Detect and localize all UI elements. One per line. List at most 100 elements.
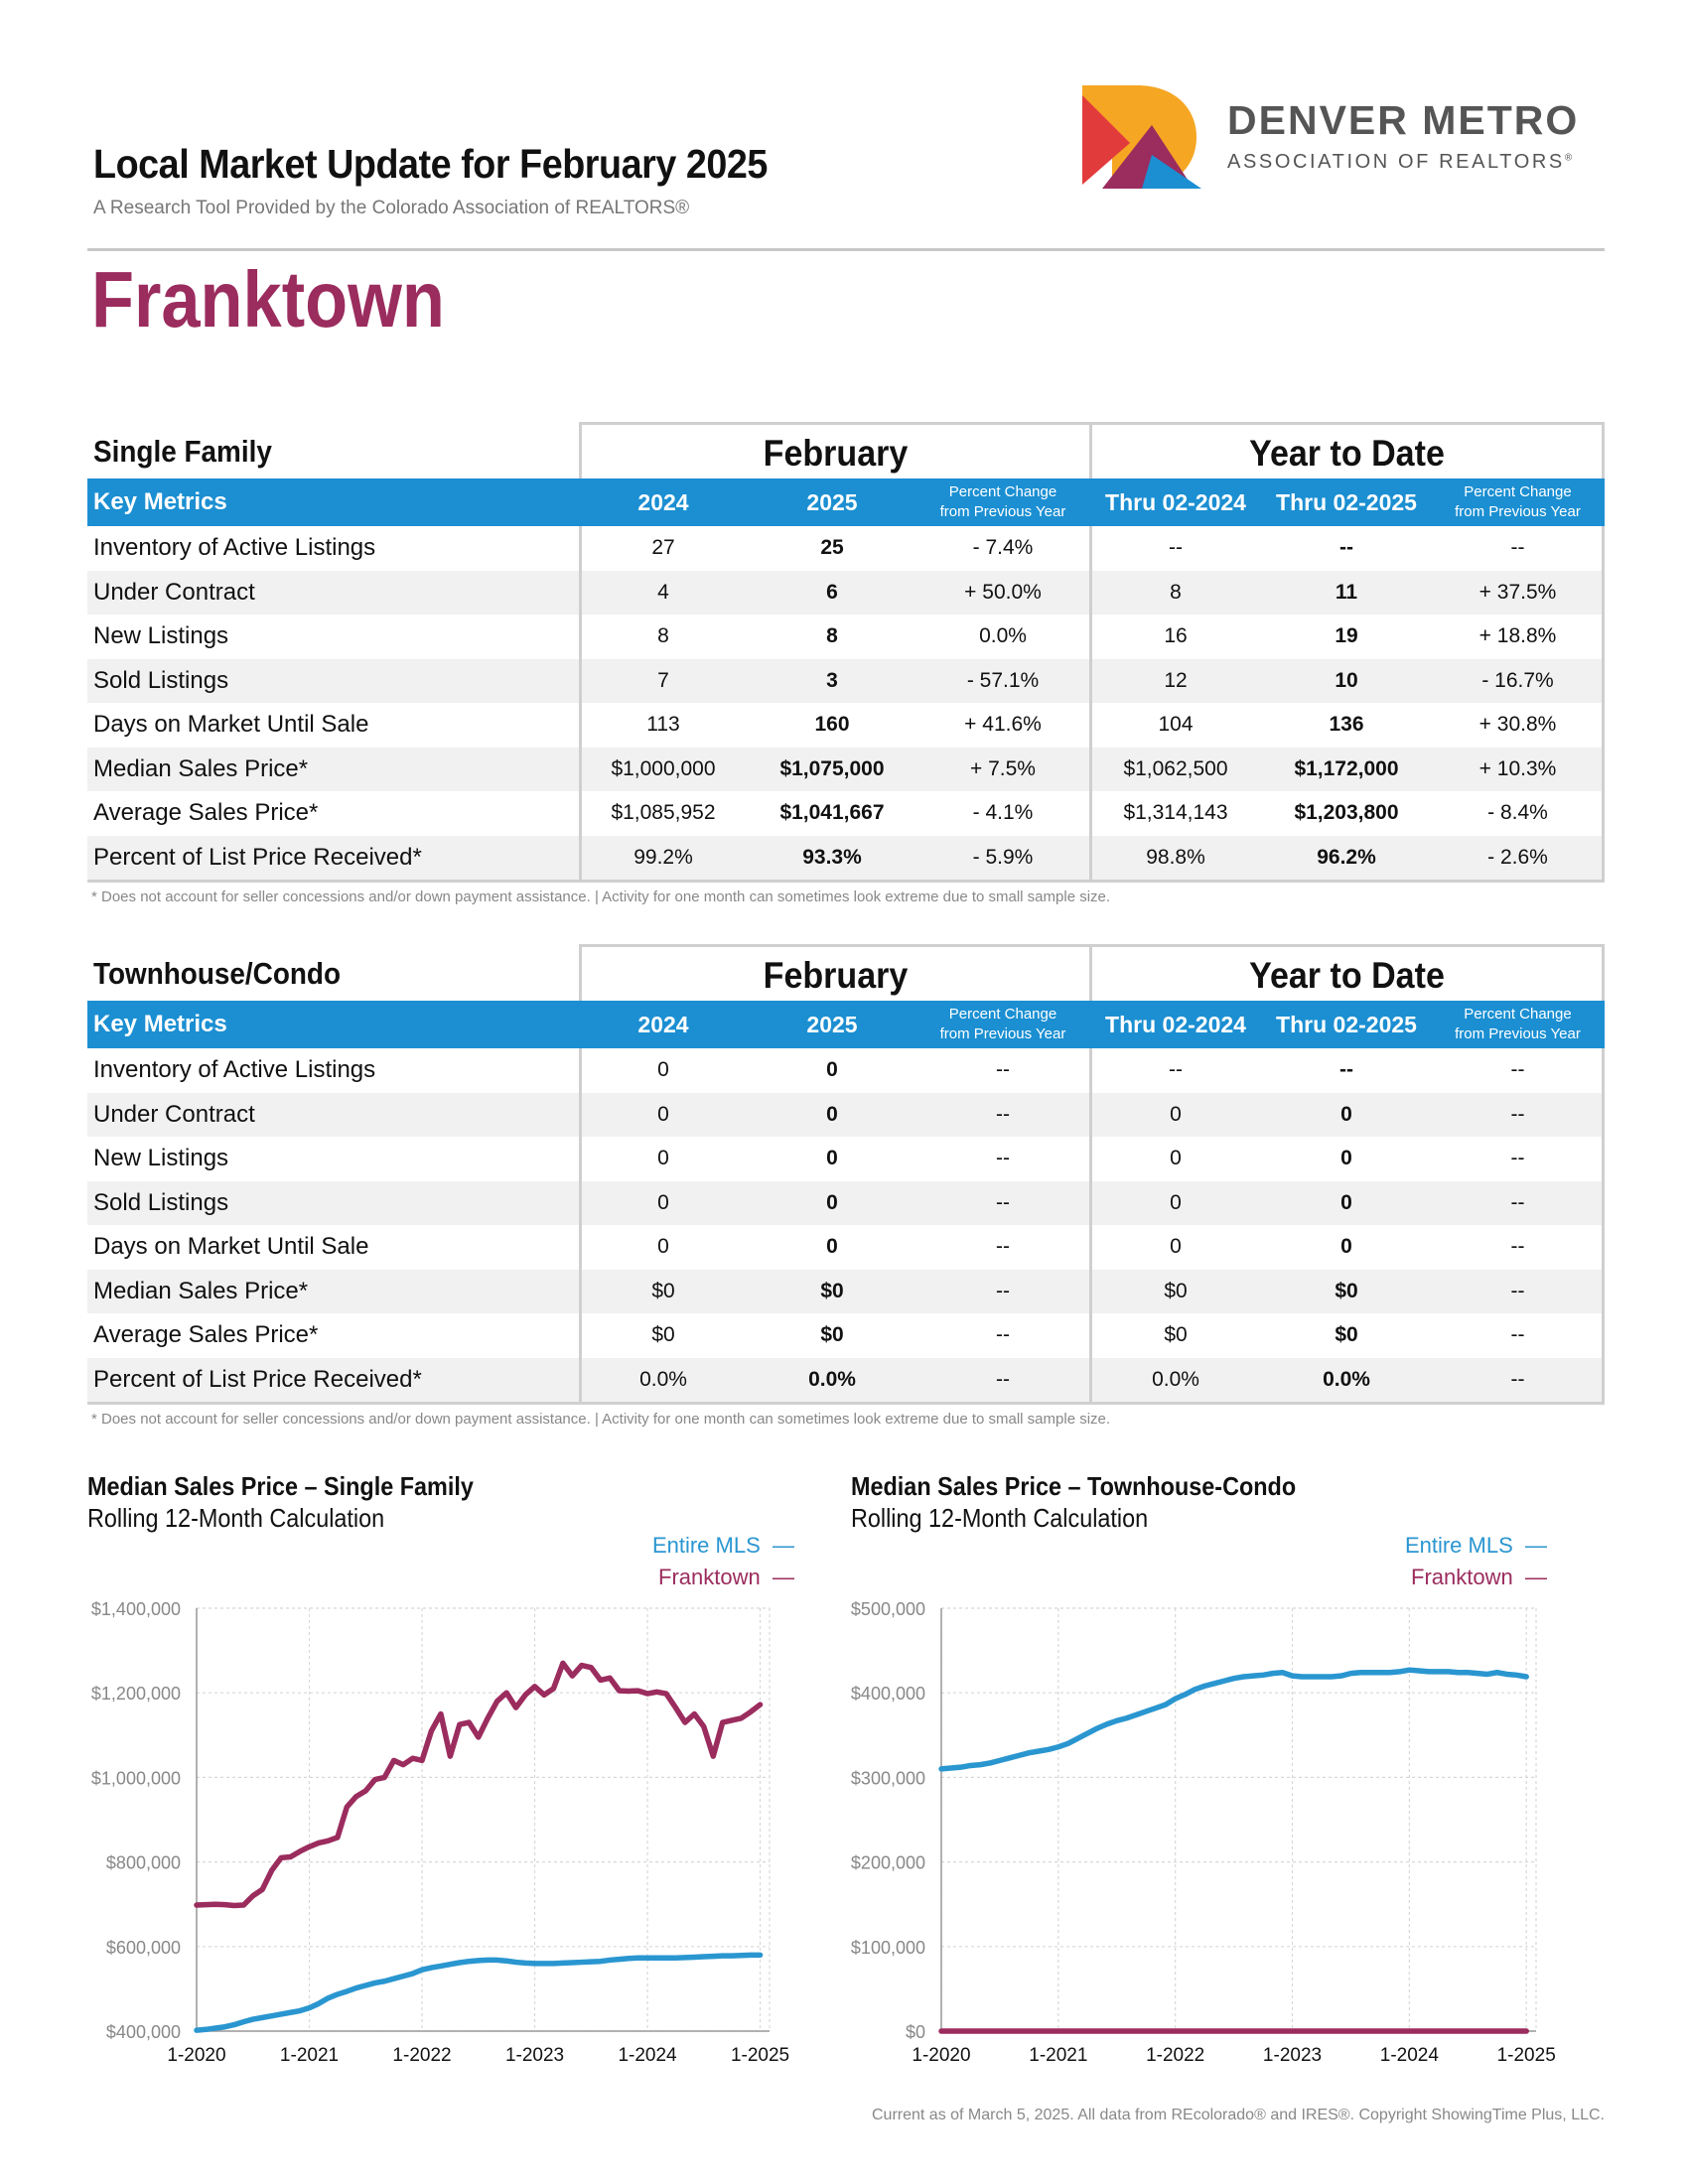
x-tick-label: 1-2021 — [1029, 2045, 1087, 2066]
y-tick-label: $1,400,000 — [91, 1599, 181, 1619]
cell: $1,203,800 — [1294, 801, 1399, 825]
cell: $1,000,000 — [611, 756, 716, 780]
cell: 0 — [826, 1235, 838, 1259]
cell: -- — [996, 1367, 1010, 1391]
cell: 0 — [657, 1235, 669, 1259]
legend-dash-icon: — — [1525, 1533, 1547, 1558]
table-row: Median Sales Price* $1,000,000 $1,075,000 +… — [87, 747, 1605, 791]
cell: -- — [1510, 1102, 1525, 1126]
col-ytd-pct-change: Percent Change from Previous Year — [1431, 1005, 1605, 1044]
cell: 98.8% — [1146, 845, 1205, 869]
metric-name: Days on Market Until Sale — [93, 1233, 369, 1261]
table-header: Townhouse/Condo February Year to Date — [87, 944, 1605, 1001]
table-row: Average Sales Price* $1,085,952 $1,041,667… — [87, 791, 1605, 836]
cell: $0 — [1164, 1279, 1188, 1302]
pct-line2: from Previous Year — [1455, 1025, 1581, 1042]
cell: 0 — [1340, 1102, 1352, 1126]
table-row: Inventory of Active Listings 27 25 - 7.4% --… — [87, 526, 1605, 571]
ytd-header: Year to Date — [1089, 422, 1605, 478]
legend-label: Franktown — [658, 1565, 761, 1589]
table-row: Percent of List Price Received* 0.0% 0.0% -… — [87, 1357, 1605, 1402]
x-tick-label: 1-2023 — [505, 2045, 564, 2066]
footer-copyright: Current as of March 5, 2025. All data fr… — [872, 2107, 1605, 2123]
cell: 0 — [1340, 1235, 1352, 1259]
col-2024: 2024 — [637, 488, 689, 515]
area-name: Franktown — [91, 255, 445, 343]
logo-text-top: DENVER METRO — [1227, 97, 1580, 143]
cell: $1,172,000 — [1294, 756, 1399, 780]
cell: - 8.4% — [1487, 801, 1548, 825]
report-title: Local Market Update for February 2025 — [93, 141, 768, 187]
y-tick-label: $600,000 — [106, 1938, 181, 1958]
ytd-label: Year to Date — [1249, 433, 1445, 474]
cell: 0 — [657, 1058, 669, 1082]
table-header: Single Family February Year to Date — [87, 422, 1605, 478]
cell: 12 — [1164, 668, 1188, 692]
x-tick-label: 1-2022 — [392, 2045, 451, 2066]
cell: 104 — [1158, 713, 1194, 737]
february-header: February — [579, 944, 1092, 1001]
cell: 0 — [826, 1190, 838, 1214]
cell: $0 — [651, 1323, 675, 1347]
townhouse-table: Townhouse/Condo February Year to Date Ke… — [87, 944, 1605, 1405]
chart-title: Median Sales Price – Single Family — [87, 1471, 474, 1501]
legend-label: Franktown — [1411, 1565, 1513, 1589]
table-bottom-border — [87, 1402, 1605, 1405]
cell: 136 — [1329, 713, 1364, 737]
col-2025: 2025 — [806, 488, 858, 515]
legend-dash-icon: — — [773, 1533, 794, 1558]
col-pct-change: Percent Change from Previous Year — [916, 482, 1089, 522]
cell: $1,314,143 — [1123, 801, 1228, 825]
legend-label: Entire MLS — [1404, 1533, 1513, 1558]
col-thru-2025: Thru 02-2025 — [1276, 488, 1417, 515]
cell: + 41.6% — [964, 713, 1042, 737]
legend-label: Entire MLS — [651, 1533, 761, 1558]
y-tick-label: $400,000 — [851, 1684, 925, 1704]
table-row: Percent of List Price Received* 99.2% 93.3… — [87, 835, 1605, 880]
x-tick-label: 1-2022 — [1146, 2045, 1204, 2066]
y-tick-label: $200,000 — [851, 1853, 925, 1873]
col-ytd-pct-change: Percent Change from Previous Year — [1431, 482, 1605, 522]
y-tick-label: $300,000 — [851, 1768, 925, 1788]
y-tick-label: $1,200,000 — [91, 1684, 181, 1704]
cell: $1,085,952 — [611, 801, 716, 825]
cell: - 7.4% — [972, 536, 1034, 560]
cell: -- — [996, 1190, 1010, 1214]
table-divider — [1602, 526, 1605, 880]
footnote: * Does not account for seller concession… — [91, 888, 1111, 905]
cell: -- — [996, 1147, 1010, 1170]
metric-name: Inventory of Active Listings — [93, 534, 376, 562]
y-tick-label: $100,000 — [851, 1938, 925, 1958]
x-tick-label: 1-2024 — [618, 2045, 677, 2066]
cell: + 50.0% — [964, 580, 1042, 604]
cell: 93.3% — [802, 845, 862, 869]
x-tick-label: 1-2025 — [731, 2045, 789, 2066]
pct-line2: from Previous Year — [939, 1025, 1066, 1042]
table-row: Under Contract 0 0 -- 0 0 -- — [87, 1092, 1605, 1137]
logo-text-bottom-label: ASSOCIATION OF REALTORS — [1227, 151, 1565, 173]
cell: -- — [1510, 1190, 1525, 1214]
median-price-single-family-chart: $400,000 $600,000 $800,000 $1,000,000 $1,200… — [91, 1599, 789, 2066]
y-tick-label: $0 — [906, 2022, 925, 2042]
chart-title: Median Sales Price – Townhouse-Condo — [851, 1471, 1297, 1501]
cell: $1,075,000 — [779, 756, 885, 780]
cell: 0 — [1170, 1235, 1182, 1259]
median-price-townhouse-chart: $0 $100,000 $200,000 $300,000 $400,000 $500,0… — [851, 1599, 1556, 2066]
cell: 8 — [1170, 580, 1182, 604]
metric-name: Median Sales Price* — [93, 1277, 309, 1304]
cell: - 4.1% — [972, 801, 1034, 825]
february-label: February — [763, 433, 909, 474]
table-row: Inventory of Active Listings 0 0 -- -- -- -- — [87, 1048, 1605, 1093]
cell: - 16.7% — [1481, 668, 1554, 692]
x-tick-label: 1-2021 — [280, 2045, 339, 2066]
legend-entry-mls: Entire MLS — — [652, 1533, 794, 1559]
cell: 0.0% — [1152, 1367, 1199, 1391]
cell: + 30.8% — [1478, 713, 1557, 737]
cell: 0 — [1170, 1102, 1182, 1126]
february-label: February — [763, 955, 909, 996]
col-thru-2024: Thru 02-2024 — [1105, 1011, 1246, 1037]
cell: 0 — [1170, 1147, 1182, 1170]
cell: 0.0% — [979, 624, 1027, 648]
report-subtitle: A Research Tool Provided by the Colorado… — [93, 198, 690, 218]
col-pct-change: Percent Change from Previous Year — [916, 1005, 1089, 1044]
